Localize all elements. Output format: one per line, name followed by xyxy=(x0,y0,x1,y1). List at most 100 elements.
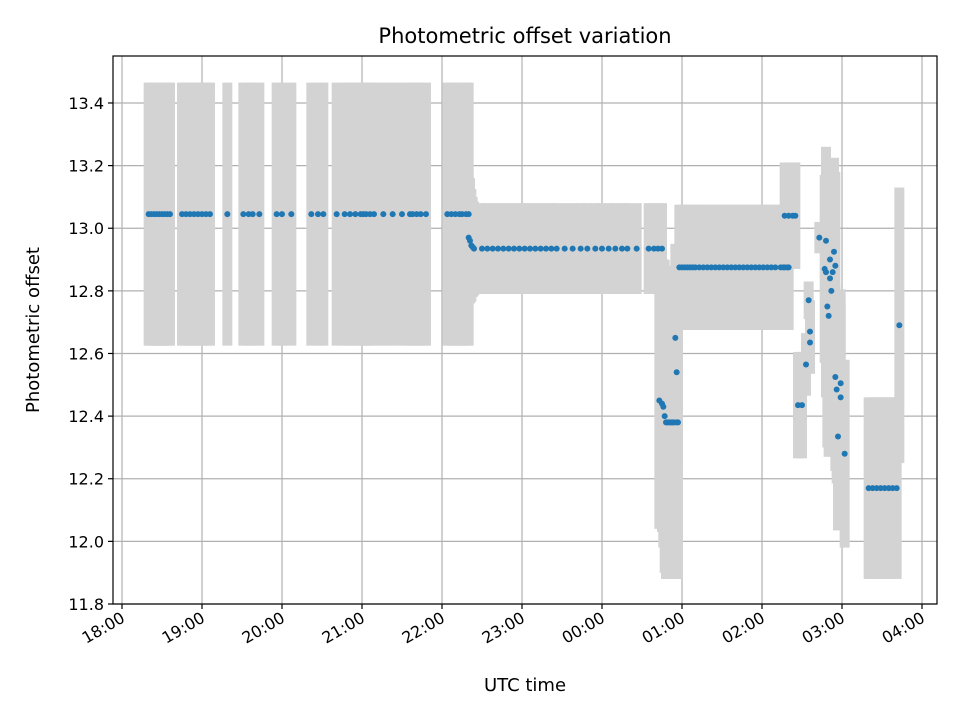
data-point xyxy=(799,402,805,409)
data-point xyxy=(521,245,528,252)
data-point xyxy=(249,211,256,218)
data-point xyxy=(828,287,835,294)
data-point xyxy=(423,211,429,218)
y-tick-label: 13.4 xyxy=(68,94,104,113)
data-point xyxy=(500,245,507,252)
y-tick-label: 12.2 xyxy=(68,470,104,489)
data-point xyxy=(511,245,517,252)
data-point xyxy=(489,245,496,252)
data-point xyxy=(561,245,568,252)
data-point xyxy=(224,211,231,218)
data-point xyxy=(371,211,377,218)
data-point xyxy=(675,419,681,426)
y-tick-label: 12.6 xyxy=(68,344,104,363)
data-point xyxy=(893,485,900,492)
data-point xyxy=(495,245,501,252)
y-axis-ticks: 11.8 12.0 12.2 12.4 12.6 12.8 13.0 13.2 13.4 xyxy=(68,94,113,614)
data-point xyxy=(532,245,539,252)
data-point xyxy=(553,245,560,252)
data-point xyxy=(465,211,472,218)
data-point xyxy=(835,433,841,440)
data-point xyxy=(505,245,512,252)
data-point xyxy=(827,256,833,263)
data-point xyxy=(167,211,173,218)
data-point xyxy=(584,245,591,252)
data-point xyxy=(659,245,665,252)
data-point xyxy=(673,369,680,376)
data-point xyxy=(380,211,387,218)
data-points xyxy=(145,211,903,492)
plot-frame xyxy=(112,55,938,605)
data-point xyxy=(592,245,599,252)
data-point xyxy=(661,413,668,420)
data-point xyxy=(467,237,473,244)
data-point xyxy=(832,262,839,269)
data-point xyxy=(660,403,667,410)
data-point xyxy=(471,245,477,252)
data-point xyxy=(832,373,839,380)
data-point xyxy=(341,211,348,218)
data-point xyxy=(527,245,533,252)
data-point xyxy=(896,322,903,329)
data-point xyxy=(352,211,359,218)
data-point xyxy=(484,245,491,252)
data-point xyxy=(823,237,829,244)
data-point xyxy=(273,211,280,218)
y-tick-label: 13.2 xyxy=(68,157,104,176)
data-point xyxy=(308,211,315,218)
data-point xyxy=(479,245,485,252)
data-point xyxy=(569,245,576,252)
data-point xyxy=(824,303,831,310)
data-point xyxy=(599,245,605,252)
x-axis-title: UTC time xyxy=(484,675,566,696)
data-point xyxy=(240,211,247,218)
data-point xyxy=(577,245,584,252)
data-point xyxy=(833,386,840,393)
data-point xyxy=(829,269,836,276)
data-point xyxy=(823,269,829,276)
y-tick-label: 12.0 xyxy=(68,532,104,551)
data-point xyxy=(807,328,813,335)
data-point xyxy=(841,450,848,457)
y-tick-label: 13.0 xyxy=(68,219,104,238)
y-tick-label: 11.8 xyxy=(68,595,104,614)
data-point xyxy=(207,211,213,218)
data-point xyxy=(537,245,544,252)
chart-title: Photometric offset variation xyxy=(378,24,671,48)
data-point xyxy=(619,245,625,252)
data-point xyxy=(827,275,833,282)
data-point xyxy=(803,361,809,368)
data-point xyxy=(389,211,396,218)
data-point xyxy=(288,211,295,218)
data-point xyxy=(279,211,285,218)
data-point xyxy=(548,245,555,252)
data-point xyxy=(837,380,844,387)
data-point xyxy=(624,245,631,252)
data-point xyxy=(333,211,340,218)
data-point xyxy=(837,394,844,401)
data-point xyxy=(347,211,353,218)
data-point xyxy=(399,211,405,218)
data-point xyxy=(543,245,549,252)
data-point xyxy=(605,245,612,252)
data-point xyxy=(633,245,640,252)
data-point xyxy=(417,211,424,218)
data-point xyxy=(612,245,619,252)
data-point xyxy=(256,211,263,218)
data-point xyxy=(785,264,792,271)
data-point xyxy=(672,334,679,341)
data-point xyxy=(315,211,321,218)
data-point xyxy=(320,211,327,218)
data-point xyxy=(772,264,779,271)
data-point xyxy=(825,312,832,319)
data-point xyxy=(831,248,837,255)
y-tick-label: 12.4 xyxy=(68,407,104,426)
y-tick-label: 12.8 xyxy=(68,282,104,301)
data-point xyxy=(792,212,799,219)
data-point xyxy=(807,339,813,346)
data-point xyxy=(645,245,652,252)
data-point xyxy=(805,297,812,304)
data-point xyxy=(816,234,823,241)
y-axis-title: Photometric offset xyxy=(23,247,44,413)
